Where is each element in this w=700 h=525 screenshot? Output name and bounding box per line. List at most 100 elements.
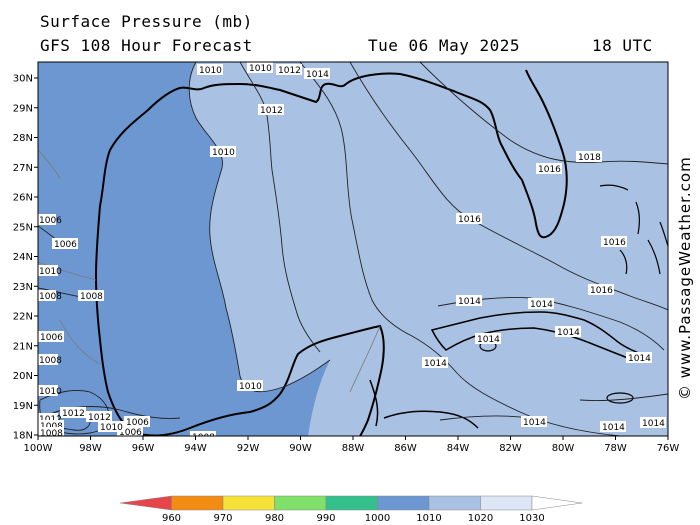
svg-text:1012: 1012	[62, 409, 85, 419]
isobar-label: 1014	[422, 357, 448, 369]
svg-text:1014: 1014	[628, 354, 651, 364]
lat-tick-label: 19N	[13, 401, 33, 412]
lat-tick-label: 25N	[13, 222, 33, 233]
isobar-label: 1016	[588, 284, 614, 296]
isobar-label: 1010	[98, 421, 124, 433]
lon-tick-label: 76W	[657, 443, 680, 454]
svg-text:1010: 1010	[239, 382, 262, 392]
isobar-label: 1014	[304, 68, 330, 80]
lon-tick-label: 80W	[552, 443, 575, 454]
svg-text:1014: 1014	[458, 297, 481, 307]
svg-text:1018: 1018	[578, 153, 601, 163]
isobar-label: 1018	[576, 151, 602, 163]
legend-swatch	[377, 495, 430, 511]
svg-text:1012: 1012	[88, 413, 111, 423]
svg-text:1006: 1006	[39, 216, 62, 226]
isobar-label: 1014	[626, 352, 652, 364]
lat-tick-label: 28N	[13, 133, 33, 144]
lon-tick-label: 78W	[604, 443, 627, 454]
svg-text:1010: 1010	[100, 423, 123, 433]
lon-tick-label: 88W	[342, 443, 365, 454]
legend-swatch	[222, 495, 275, 511]
isobar-label: 1016	[456, 213, 482, 225]
svg-text:1008: 1008	[40, 429, 63, 439]
lat-tick-label: 21N	[13, 341, 33, 352]
lat-tick-label: 27N	[13, 163, 33, 174]
svg-text:1016: 1016	[458, 215, 481, 225]
lon-tick-label: 86W	[394, 443, 417, 454]
coastline-mexico	[94, 205, 385, 436]
lat-tick-label: 24N	[13, 252, 33, 263]
latitude-axis: 30N 29N 28N 27N 26N 25N 24N 23N 22N 21N 20N 19N 18N	[13, 74, 38, 442]
lat-tick-label: 18N	[13, 431, 33, 442]
isobar-label: 1014	[528, 298, 554, 310]
lon-tick-label: 96W	[132, 443, 155, 454]
isobar-label: 1016	[601, 236, 627, 248]
isobar-label: 1010	[38, 265, 62, 277]
svg-text:1016: 1016	[590, 286, 613, 296]
legend-tick-label: 980	[265, 513, 284, 524]
isobar-label: 1006	[52, 238, 78, 250]
isobar-label: 1014	[521, 416, 547, 428]
svg-text:1006: 1006	[54, 240, 77, 250]
coastline-bahamas	[599, 184, 668, 275]
svg-text:1012: 1012	[278, 66, 301, 76]
svg-text:1014: 1014	[530, 300, 553, 310]
legend-tick-label: 960	[162, 513, 181, 524]
svg-text:1016: 1016	[603, 238, 626, 248]
isobar-1018	[419, 62, 668, 165]
svg-text:1014: 1014	[642, 419, 665, 429]
svg-text:1014: 1014	[523, 418, 546, 428]
isobar-label: 1006	[38, 331, 64, 343]
svg-text:1014: 1014	[424, 359, 447, 369]
svg-text:1016: 1016	[538, 165, 561, 175]
svg-text:1006: 1006	[119, 428, 142, 438]
svg-text:1008: 1008	[39, 292, 62, 302]
pressure-field-1000-1010	[38, 62, 330, 436]
isobar-label: 1008	[38, 354, 62, 366]
isobar-label: 1014	[475, 333, 501, 345]
lat-tick-label: 26N	[13, 193, 33, 204]
svg-text:1010: 1010	[212, 148, 235, 158]
legend-tick-label: 1010	[416, 513, 441, 524]
isobar-label: 1012	[258, 104, 284, 116]
lat-tick-label: 22N	[13, 312, 33, 323]
legend-tick-label: 970	[213, 513, 232, 524]
lon-tick-label: 98W	[79, 443, 102, 454]
lon-tick-label: 82W	[499, 443, 522, 454]
lon-tick-label: 90W	[289, 443, 312, 454]
isobar-label: 1012	[60, 407, 86, 419]
isobar-label: 1008	[38, 290, 62, 302]
coastline-us	[99, 69, 568, 239]
svg-text:1006: 1006	[40, 333, 63, 343]
isobar-label: 1010	[210, 146, 236, 158]
legend-tick-label: 1000	[365, 513, 390, 524]
isobar-label: 1012	[276, 64, 302, 76]
svg-text:1008: 1008	[39, 356, 62, 366]
legend-swatch	[274, 495, 327, 511]
chart-subtitle: GFS 108 Hour Forecast	[40, 36, 253, 55]
isobar-label: 1008	[190, 431, 216, 436]
svg-text:1010: 1010	[249, 64, 272, 74]
isobar-label: 1010	[197, 64, 223, 76]
svg-text:1014: 1014	[602, 423, 625, 433]
legend-swatch	[119, 495, 172, 511]
border-lines	[38, 149, 381, 393]
lon-tick-label: 84W	[447, 443, 470, 454]
coastline-central-america	[369, 379, 479, 429]
isobar-label: 1010	[38, 385, 62, 397]
svg-text:1014: 1014	[477, 335, 500, 345]
svg-text:1010: 1010	[39, 267, 62, 277]
isobar-label: 1014	[640, 417, 666, 429]
isobar-label: 1006	[38, 214, 62, 226]
lon-tick-label: 100W	[24, 443, 53, 454]
isobar-label: 1006	[124, 416, 150, 428]
svg-text:1014: 1014	[557, 328, 580, 338]
legend-tick-label: 990	[316, 513, 335, 524]
legend-swatch	[325, 495, 378, 511]
isobar-label: 1010	[247, 62, 273, 74]
pressure-legend: 960 970 980 990 1000 1010 1020 1030	[119, 495, 583, 524]
svg-text:1008: 1008	[80, 292, 103, 302]
isobar-label: 1014	[456, 295, 482, 307]
